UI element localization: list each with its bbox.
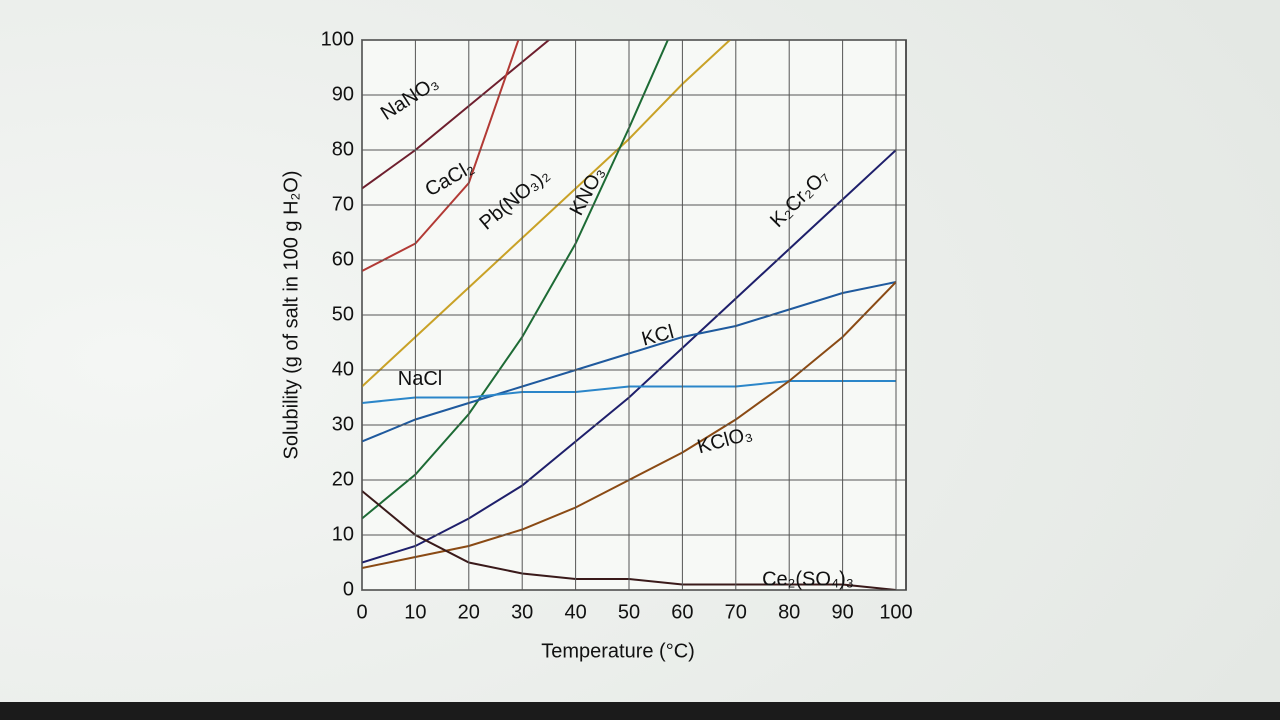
y-tick-label: 50 [332, 303, 354, 325]
y-tick-label: 100 [321, 28, 354, 50]
y-tick-label: 20 [332, 468, 354, 490]
x-axis-label: Temperature (°C) [541, 640, 695, 662]
series-line [362, 40, 732, 388]
x-tick-label: 40 [564, 601, 586, 623]
series-label: Ce₂(SO₄)₃ [762, 568, 854, 590]
x-tick-label: 90 [831, 601, 853, 623]
x-tick-label: 80 [778, 601, 800, 623]
x-tick-label: 50 [618, 601, 640, 623]
y-tick-label: 10 [332, 523, 354, 545]
series-label: NaCl [398, 368, 442, 390]
y-tick-label: 70 [332, 193, 354, 215]
y-tick-label: 80 [332, 138, 354, 160]
taskbar [0, 702, 1280, 720]
y-tick-label: 0 [343, 578, 354, 600]
y-tick-label: 40 [332, 358, 354, 380]
x-tick-label: 100 [879, 601, 912, 623]
x-tick-label: 70 [725, 601, 747, 623]
x-tick-label: 0 [356, 601, 367, 623]
x-tick-label: 20 [458, 601, 480, 623]
y-tick-label: 30 [332, 413, 354, 435]
y-tick-label: 60 [332, 248, 354, 270]
x-tick-label: 10 [404, 601, 426, 623]
y-tick-label: 90 [332, 83, 354, 105]
x-tick-label: 60 [671, 601, 693, 623]
x-tick-label: 30 [511, 601, 533, 623]
y-axis-label: Solubility (g of salt in 100 g H₂O) [280, 170, 302, 459]
series-line [362, 40, 520, 272]
